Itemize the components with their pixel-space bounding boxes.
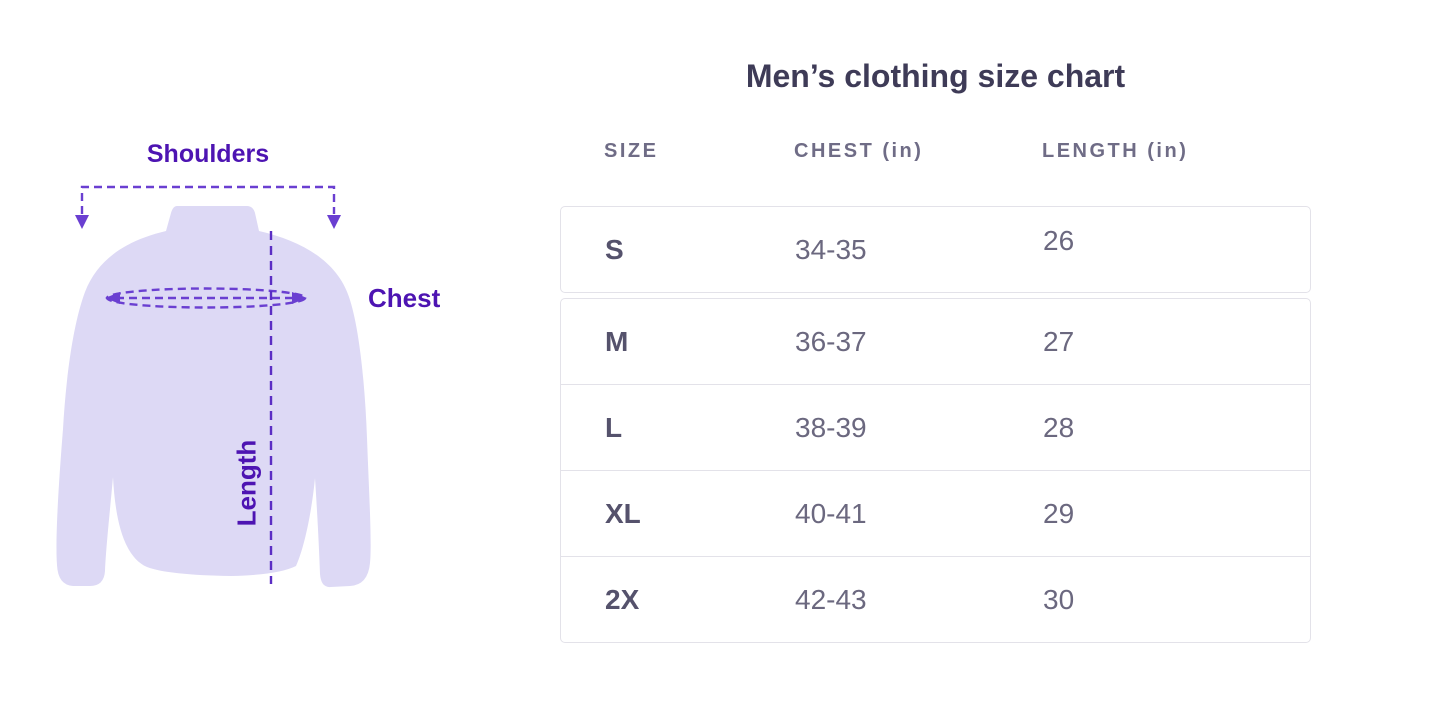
table-row: L 38-39 28 <box>560 384 1311 471</box>
length-cell: 28 <box>1043 411 1075 443</box>
size-cell: L <box>605 411 623 443</box>
chest-cell: 40-41 <box>795 497 867 529</box>
length-label: Length <box>231 439 262 527</box>
size-cell: 2X <box>605 583 640 615</box>
size-table-body: S 34-35 26 M 36-37 27 L 38-39 28 XL 40-4… <box>560 206 1311 643</box>
size-cell: S <box>605 233 624 265</box>
chest-cell: 38-39 <box>795 411 867 443</box>
chest-arrowhead-right <box>292 292 307 304</box>
size-cell: M <box>605 325 629 357</box>
table-row: XL 40-41 29 <box>560 470 1311 557</box>
column-header-size: SIZE <box>604 140 659 162</box>
size-cell: XL <box>605 497 641 529</box>
length-cell: 27 <box>1043 325 1075 357</box>
column-header-length: LENGTH (in) <box>1042 140 1189 162</box>
shoulders-label: Shoulders <box>146 140 270 168</box>
chest-cell: 36-37 <box>795 325 867 357</box>
shirt-diagram-canvas <box>56 185 371 588</box>
chest-arrowhead-left <box>105 292 120 304</box>
column-header-chest: CHEST (in) <box>794 140 924 162</box>
shoulders-arrowhead-right <box>327 215 341 229</box>
table-row: S 34-35 26 <box>560 206 1311 293</box>
shirt-silhouette <box>56 206 371 588</box>
chest-cell: 42-43 <box>795 583 867 615</box>
shirt-measurement-diagram: Shoulders Chest Length <box>0 0 520 725</box>
table-header-row: SIZE CHEST (in) LENGTH (in) <box>560 140 1311 163</box>
shoulders-measure-arrow <box>80 185 336 214</box>
page-title: Men’s clothing size chart <box>745 58 1126 94</box>
length-cell: 29 <box>1043 497 1075 529</box>
chest-label: Chest <box>368 283 441 313</box>
chest-cell: 34-35 <box>795 233 867 265</box>
table-row: M 36-37 27 <box>560 298 1311 385</box>
table-row: 2X 42-43 30 <box>560 556 1311 643</box>
length-cell: 26 <box>1043 224 1075 256</box>
shoulders-arrowhead-left <box>75 215 89 229</box>
length-cell: 30 <box>1043 583 1075 615</box>
